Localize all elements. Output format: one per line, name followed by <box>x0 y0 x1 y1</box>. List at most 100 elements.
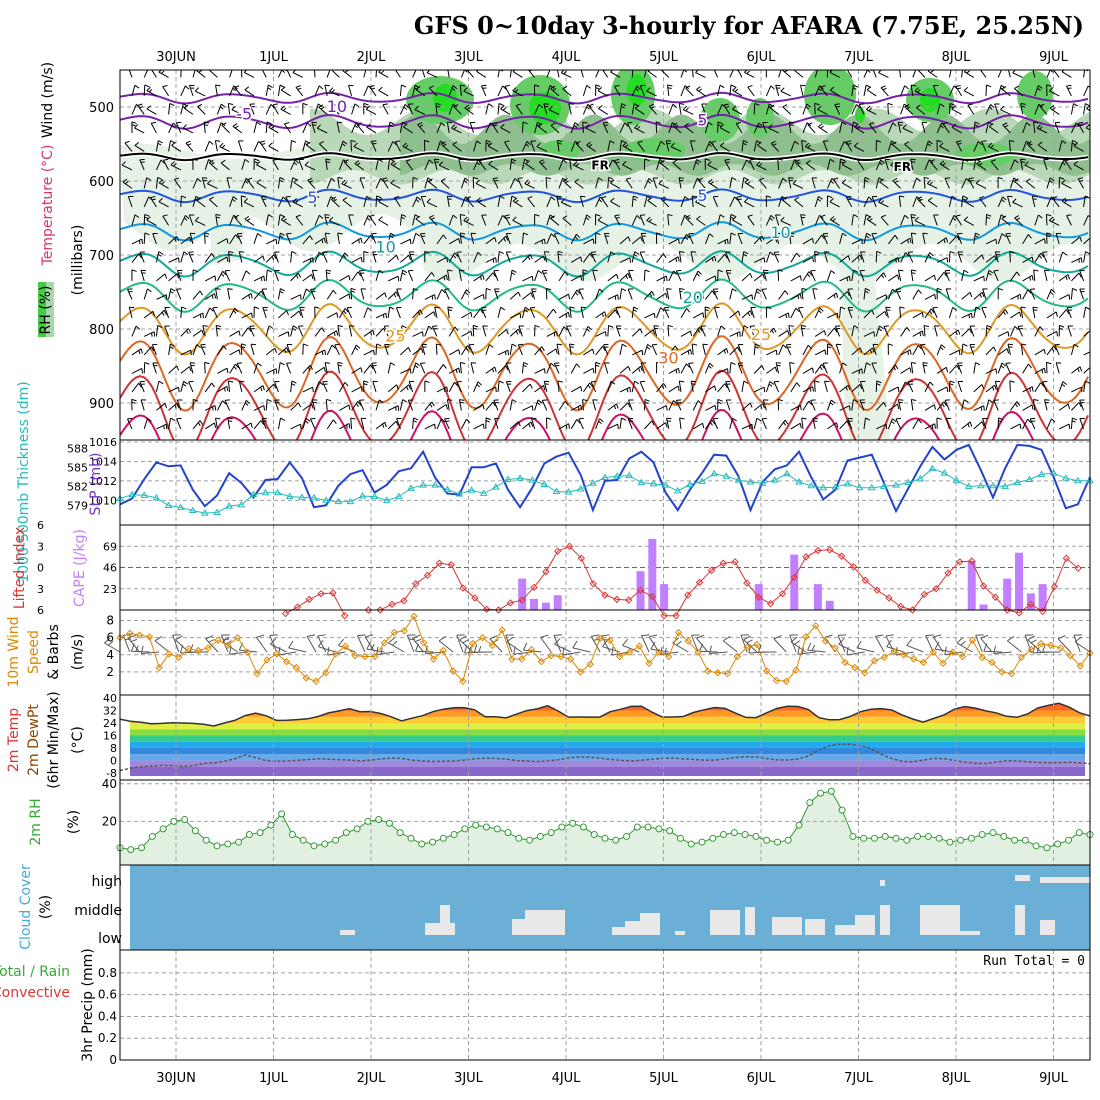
wind-barb <box>326 312 338 319</box>
wind-barb-flag <box>888 343 894 346</box>
wind-barb <box>346 307 353 319</box>
wind-barb-flag <box>684 236 689 240</box>
wind-barb-flag <box>853 399 859 403</box>
wind-barb-flag <box>1031 404 1034 410</box>
wind-barb <box>951 126 962 134</box>
wind-barb-flag <box>907 239 909 244</box>
wind-barb <box>131 104 137 115</box>
wind-barb-flag <box>305 141 311 146</box>
wind-barb-flag <box>268 325 274 329</box>
wind-barb-flag <box>134 214 140 219</box>
wind-barb-flag <box>929 159 935 162</box>
wind-barb <box>485 103 489 115</box>
wind-barb-flag <box>806 160 811 164</box>
wind-barb-flag <box>226 368 229 374</box>
wind-barb <box>250 344 255 356</box>
wind-barb-flag <box>834 327 838 333</box>
wind-barb <box>729 84 732 96</box>
wind-barb-flag <box>928 254 932 258</box>
wind-barb <box>875 159 882 171</box>
wind-barb <box>1057 638 1071 653</box>
wind-barb-flag <box>754 102 760 106</box>
wind-barb <box>394 197 401 208</box>
wind-tick: 6 <box>106 631 114 645</box>
wind-barb <box>753 288 758 300</box>
thickness-point <box>867 483 876 491</box>
wind-barb <box>725 270 731 282</box>
wind-barb <box>839 405 850 411</box>
wind-barb-flag <box>458 238 461 244</box>
wind-barb <box>168 235 177 245</box>
wind-barb-flag <box>269 634 278 636</box>
wind-barb-flag <box>979 67 984 69</box>
wind-barb <box>580 307 584 319</box>
wind-barb <box>204 141 210 152</box>
wind-barb-flag <box>1085 103 1090 107</box>
wind-speed-point <box>135 631 144 639</box>
temperature-axis-label: Temperature (°C) <box>40 145 56 267</box>
wind-barb-flag <box>1046 213 1052 217</box>
wind-barb-flag <box>638 367 641 372</box>
wind-barb-flag <box>833 177 839 180</box>
wind-barb <box>790 293 801 300</box>
wind-barb <box>290 140 292 152</box>
wind-barb <box>521 232 524 244</box>
wind-barb-flag <box>983 276 985 282</box>
wind-barb <box>851 399 854 411</box>
wind-barb-flag <box>799 405 802 411</box>
wind-barb-flag <box>297 272 301 278</box>
wind-barb <box>570 385 581 393</box>
date-label-top: 2JUL <box>357 50 387 65</box>
wind-barb-flag <box>629 257 631 263</box>
wind-barb-flag <box>1071 420 1076 423</box>
wind-barb <box>887 122 894 134</box>
wind-barb-flag <box>216 324 222 328</box>
wind-barb <box>302 274 312 282</box>
wind-barb-flag <box>975 306 981 311</box>
wind-barb-flag <box>317 639 324 647</box>
wind-barb-flag <box>138 382 142 388</box>
wind-barb <box>378 89 389 97</box>
wind-barb <box>558 423 569 430</box>
wind-barb-flag <box>934 641 940 650</box>
wind-barb <box>614 215 621 226</box>
wind-barb <box>180 236 190 245</box>
wind-barb-flag <box>1085 306 1090 310</box>
wind-barb <box>766 349 777 356</box>
wind-barb-flag <box>1079 180 1084 182</box>
wind-barb-flag <box>358 239 360 244</box>
wind-barb-flag <box>309 364 313 370</box>
wind-barb <box>481 215 487 226</box>
wind-barb <box>949 329 959 337</box>
wind-barb <box>277 418 282 429</box>
wind-barb <box>773 252 780 263</box>
contour-label: 10 <box>375 238 395 257</box>
wind-barb <box>1034 326 1041 337</box>
wind-barb-flag <box>595 232 601 236</box>
wind-barb <box>253 405 265 411</box>
wind-barb <box>985 214 988 226</box>
wind-barb <box>578 289 584 300</box>
wind-barb <box>917 198 926 208</box>
wind-barb-flag <box>390 160 396 165</box>
wind-barb <box>475 183 487 189</box>
rh2m-point <box>429 838 437 846</box>
wind-barb <box>904 143 914 152</box>
cloud-bar <box>880 905 890 935</box>
cloud-high-label: high <box>91 874 122 890</box>
wind-barb <box>627 418 633 430</box>
wind-barb-flag <box>202 325 208 327</box>
wind-barb-flag <box>757 125 761 129</box>
wind-barb-flag <box>447 195 453 198</box>
wind-barb-flag <box>473 324 479 328</box>
li-point <box>885 594 893 602</box>
temp-tick: 32 <box>103 705 117 718</box>
wind-barb-flag <box>466 106 471 110</box>
wind-barb <box>473 404 484 411</box>
wind-barb-flag <box>447 399 453 401</box>
wind-barb-flag <box>354 160 360 165</box>
wind-barb-flag <box>286 347 289 353</box>
wind-barb-flag <box>428 178 433 182</box>
wind-barb-flag <box>435 102 441 106</box>
wind-barb <box>378 71 389 78</box>
